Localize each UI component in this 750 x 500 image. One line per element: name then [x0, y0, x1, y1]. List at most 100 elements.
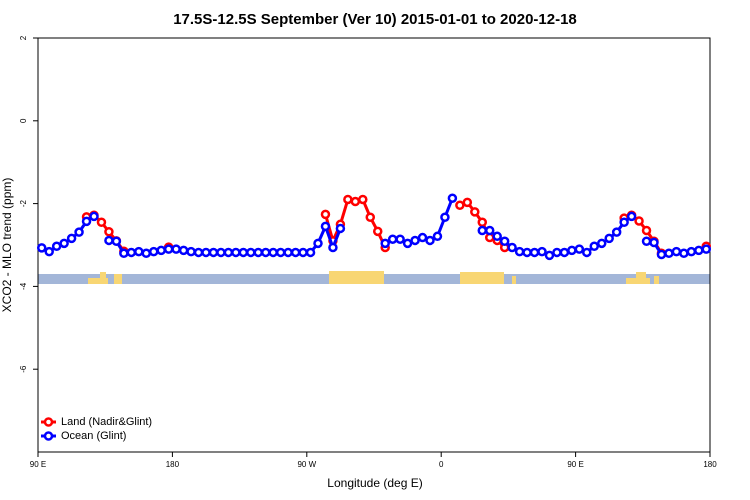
x-tick-label: 180	[703, 460, 717, 469]
data-point	[432, 231, 443, 242]
data-point	[372, 226, 383, 237]
x-tick-label: 180	[166, 460, 180, 469]
data-point	[81, 216, 92, 227]
land-patch	[114, 274, 122, 284]
data-point	[447, 193, 458, 203]
data-point	[477, 225, 488, 236]
data-point	[559, 247, 570, 258]
data-point	[193, 247, 204, 258]
data-point	[201, 247, 211, 258]
data-point	[178, 245, 189, 256]
data-point	[119, 248, 129, 259]
data-point	[425, 235, 435, 246]
data-point	[66, 233, 77, 244]
data-point	[529, 247, 540, 258]
land-patch	[100, 272, 106, 284]
data-point	[208, 247, 219, 258]
data-point	[51, 241, 62, 251]
data-point	[402, 238, 413, 249]
land-patch	[636, 272, 646, 284]
data-point	[544, 250, 555, 261]
data-point	[290, 247, 301, 258]
data-point	[111, 236, 122, 247]
y-tick-label: -2	[19, 199, 28, 207]
data-point	[74, 227, 84, 237]
data-point	[275, 247, 286, 258]
data-point	[484, 225, 495, 236]
y-tick-label: -6	[19, 365, 28, 373]
data-point	[701, 244, 712, 254]
y-tick-label: 0	[19, 118, 28, 123]
data-point	[492, 231, 502, 242]
data-point	[253, 247, 264, 258]
data-point	[343, 194, 353, 205]
data-point	[634, 216, 644, 226]
data-point	[410, 235, 420, 246]
data-point	[499, 236, 510, 247]
data-point	[522, 247, 532, 258]
data-point	[440, 212, 450, 223]
data-point	[148, 246, 159, 257]
land-patch	[512, 276, 516, 284]
data-point	[470, 207, 480, 217]
data-point	[619, 217, 629, 227]
data-point	[626, 211, 637, 222]
data-point	[641, 236, 652, 247]
data-point	[216, 247, 226, 258]
data-point	[358, 194, 368, 205]
data-point	[223, 247, 234, 258]
data-point	[395, 234, 405, 244]
data-point	[507, 242, 517, 253]
data-point	[231, 247, 241, 258]
data-point	[298, 247, 308, 258]
data-point	[283, 247, 293, 258]
data-point	[126, 247, 137, 258]
data-point	[238, 247, 249, 258]
data-point	[649, 237, 659, 248]
data-point	[387, 234, 398, 244]
data-point	[694, 245, 704, 256]
data-point	[171, 244, 181, 254]
data-point	[305, 247, 316, 258]
land-patch	[654, 276, 659, 284]
data-point	[104, 227, 114, 237]
land-ocean-strip	[38, 271, 710, 284]
data-point	[455, 200, 465, 211]
data-point	[664, 248, 674, 259]
legend-marker	[43, 431, 54, 441]
data-point	[104, 235, 114, 246]
data-point	[134, 246, 144, 257]
data-point	[163, 244, 174, 254]
x-tick-label: 0	[439, 460, 444, 469]
data-point	[44, 246, 54, 257]
data-point	[335, 223, 346, 234]
data-point	[320, 209, 331, 220]
legend-label: Land (Nadir&Glint)	[61, 416, 152, 428]
data-point	[537, 246, 547, 257]
data-point	[641, 225, 652, 236]
data-point	[589, 241, 600, 251]
data-point	[320, 221, 331, 232]
data-point	[582, 247, 592, 258]
data-point	[604, 233, 614, 244]
data-point	[186, 246, 196, 257]
data-point	[365, 212, 376, 223]
legend-label: Ocean (Glint)	[61, 430, 126, 442]
data-point	[552, 247, 562, 258]
data-point	[141, 248, 152, 259]
land-patch	[329, 271, 384, 284]
data-point	[656, 249, 667, 260]
land-patch	[460, 272, 504, 284]
data-point	[380, 238, 390, 249]
data-point	[574, 244, 585, 254]
data-point	[679, 248, 689, 259]
land-patch	[88, 278, 108, 284]
data-point	[89, 211, 99, 222]
data-point	[596, 238, 607, 249]
data-point	[268, 247, 278, 258]
data-point	[417, 232, 428, 243]
data-point	[96, 217, 107, 227]
y-axis-label: XCO2 - MLO trend (ppm)	[0, 178, 14, 313]
data-point	[328, 242, 338, 253]
data-point	[567, 245, 577, 256]
